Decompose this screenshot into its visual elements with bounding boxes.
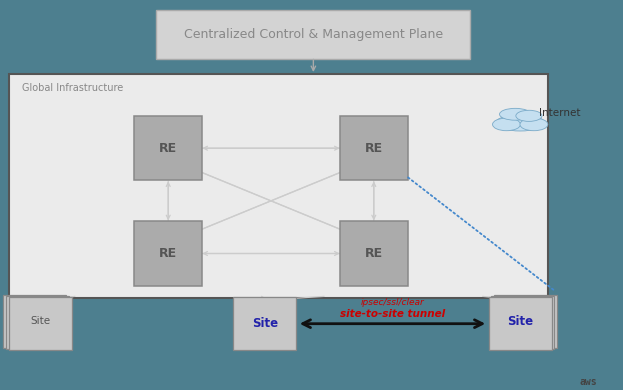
FancyBboxPatch shape <box>493 295 557 348</box>
FancyBboxPatch shape <box>134 116 202 180</box>
Text: Site: Site <box>507 315 533 328</box>
Ellipse shape <box>516 110 542 121</box>
FancyBboxPatch shape <box>491 296 554 349</box>
Ellipse shape <box>493 118 520 131</box>
Text: Global Infrastructure: Global Infrastructure <box>22 83 123 93</box>
Text: Site: Site <box>252 317 278 330</box>
FancyBboxPatch shape <box>340 116 408 180</box>
FancyBboxPatch shape <box>488 297 551 350</box>
Text: RE: RE <box>364 142 383 155</box>
Text: RE: RE <box>364 247 383 260</box>
Text: Site: Site <box>31 316 50 326</box>
Ellipse shape <box>520 118 548 131</box>
Text: Internet: Internet <box>539 108 581 118</box>
Text: aws: aws <box>580 377 597 387</box>
Text: site-to-site tunnel: site-to-site tunnel <box>340 309 445 319</box>
Text: RE: RE <box>159 142 178 155</box>
FancyBboxPatch shape <box>9 297 72 350</box>
Ellipse shape <box>500 108 531 120</box>
FancyBboxPatch shape <box>9 74 548 298</box>
Text: ipsec/ssl/clear: ipsec/ssl/clear <box>361 298 424 307</box>
Ellipse shape <box>496 115 545 131</box>
FancyBboxPatch shape <box>134 221 202 285</box>
Text: RE: RE <box>159 247 178 260</box>
FancyBboxPatch shape <box>340 221 408 285</box>
FancyBboxPatch shape <box>6 296 69 349</box>
FancyBboxPatch shape <box>3 295 66 348</box>
FancyBboxPatch shape <box>156 10 470 58</box>
Text: Centralized Control & Management Plane: Centralized Control & Management Plane <box>184 28 443 41</box>
FancyBboxPatch shape <box>233 297 297 350</box>
